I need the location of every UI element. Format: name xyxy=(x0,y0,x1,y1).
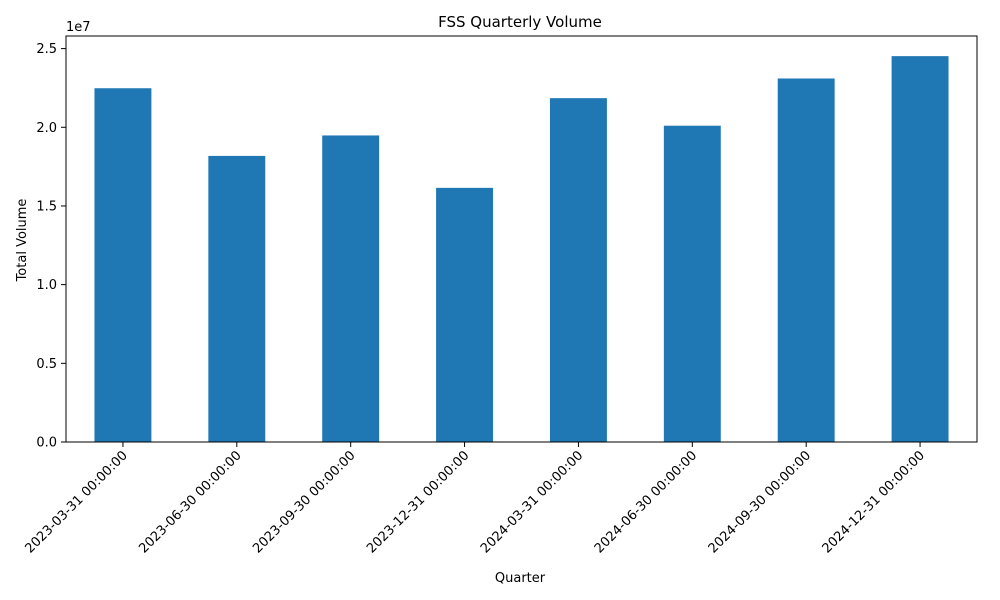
chart-title: FSS Quarterly Volume xyxy=(438,13,602,31)
y-axis: 0.0 0.5 1.0 1.5 2.0 2.5 xyxy=(36,42,66,450)
bars-group xyxy=(94,56,948,442)
bar xyxy=(550,98,607,442)
y-scale-label: 1e7 xyxy=(66,20,91,35)
x-tick-label: 2023-09-30 00:00:00 xyxy=(250,448,358,556)
x-tick-label: 2024-03-31 00:00:00 xyxy=(478,448,586,556)
bar xyxy=(778,78,835,442)
bar xyxy=(94,88,151,442)
bar xyxy=(664,126,721,442)
y-axis-title: Total Volume xyxy=(15,199,30,283)
x-axis-title: Quarter xyxy=(495,571,546,586)
x-axis: 2023-03-31 00:00:00 2023-06-30 00:00:00 20… xyxy=(23,442,928,556)
y-tick-label: 0.5 xyxy=(36,357,57,372)
x-tick-label: 2023-12-31 00:00:00 xyxy=(364,448,472,556)
y-tick-label: 1.0 xyxy=(36,278,57,293)
bar xyxy=(436,188,493,442)
y-tick-label: 2.5 xyxy=(36,42,57,57)
plot-frame xyxy=(66,36,977,442)
y-tick-label: 2.0 xyxy=(36,121,57,136)
x-tick-label: 2024-09-30 00:00:00 xyxy=(706,448,814,556)
y-tick-label: 0.0 xyxy=(36,436,57,451)
x-tick-label: 2024-06-30 00:00:00 xyxy=(592,448,700,556)
x-tick-label: 2023-06-30 00:00:00 xyxy=(136,448,244,556)
x-tick-label: 2024-12-31 00:00:00 xyxy=(820,448,928,556)
y-tick-label: 1.5 xyxy=(36,199,57,214)
bar xyxy=(322,135,379,442)
bar xyxy=(208,156,265,442)
x-tick-label: 2023-03-31 00:00:00 xyxy=(23,448,131,556)
bar xyxy=(892,56,949,442)
